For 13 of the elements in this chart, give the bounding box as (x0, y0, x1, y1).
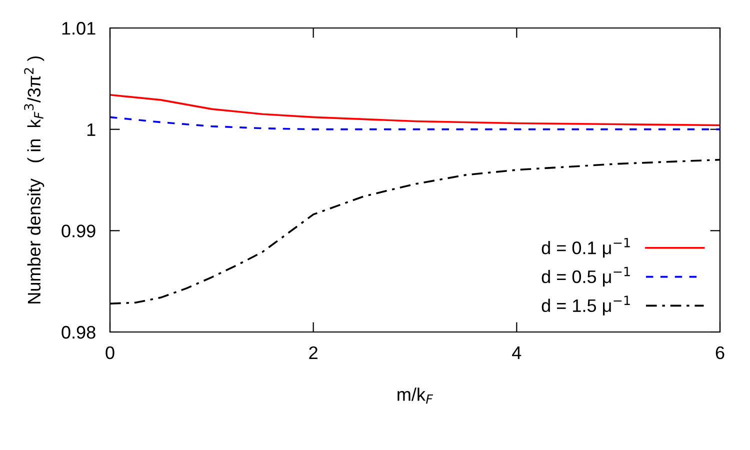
legend-label: d = 0.1 μ$^{−1}$ (542, 238, 630, 258)
x-tick-label: 6 (716, 346, 724, 360)
x-tick-label: 4 (512, 346, 522, 359)
legend-label: d = 0.5 μ$^{−1}$ (542, 266, 630, 286)
x-axis-title: m/k$_{F}$ (398, 388, 434, 404)
y-axis-title: Number density ( in k$_{F}$$^{3}$/3π$^{2}$ ) (24, 56, 44, 304)
y-tick-label: 0.99 (62, 224, 96, 238)
y-tick-label: 1.01 (62, 22, 96, 35)
x-tick-label: 2 (309, 346, 318, 359)
legend-label: d = 1.5 μ$^{−1}$ (542, 296, 630, 316)
y-tick-label: 1 (87, 123, 96, 136)
y-tick-label: 0.98 (62, 326, 96, 339)
x-tick-label: 0 (106, 346, 114, 360)
